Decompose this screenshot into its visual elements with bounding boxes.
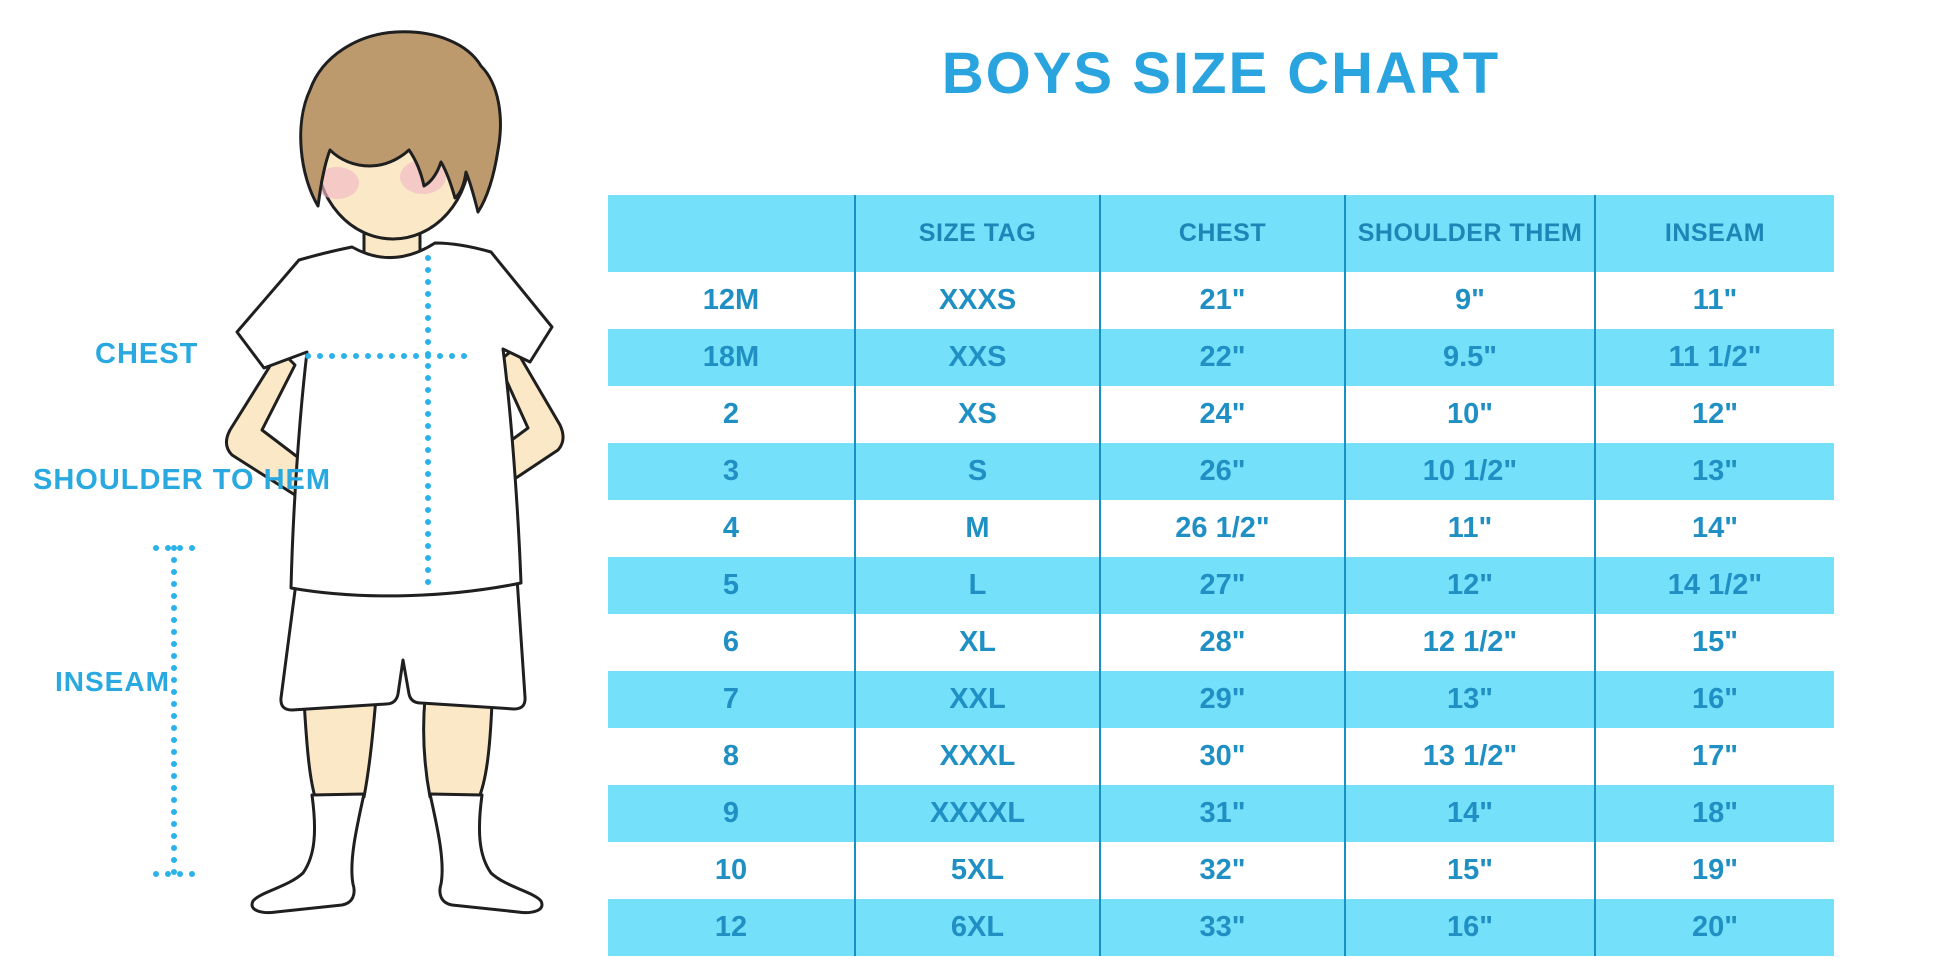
- table-row: 9 XXXXL 31" 14" 18": [608, 785, 1834, 842]
- table-cell: 26": [1099, 443, 1345, 500]
- table-cell: 9": [1344, 272, 1595, 329]
- table-cell: XXXL: [854, 728, 1100, 785]
- table-cell: 10: [714, 854, 748, 886]
- table-cell: 13": [1344, 671, 1595, 728]
- table-cell: 12: [714, 911, 748, 943]
- table-cell: 12": [1594, 386, 1834, 443]
- table-header: SIZE TAG CHEST SHOULDER THEM INSEAM: [608, 195, 1834, 272]
- column-header: INSEAM: [1594, 195, 1834, 272]
- table-cell: 17": [1594, 728, 1834, 785]
- table-header-row: SIZE TAG CHEST SHOULDER THEM INSEAM: [608, 195, 1834, 272]
- tshirt-shape: [235, 241, 554, 598]
- table-cell: 29": [1099, 671, 1345, 728]
- table-cell: 6XL: [854, 899, 1100, 956]
- table-cell: 10": [1344, 386, 1595, 443]
- table-cell: XXXS: [854, 272, 1100, 329]
- table-cell: 21": [1099, 272, 1345, 329]
- column-header: SHOULDER THEM: [1344, 195, 1595, 272]
- table-cell: 7: [722, 683, 740, 715]
- table-cell: 5: [722, 569, 740, 601]
- column-header: CHEST: [1099, 195, 1345, 272]
- table-cell: 30": [1099, 728, 1345, 785]
- table-cell: 12M: [702, 284, 760, 316]
- left-blush: [315, 167, 359, 199]
- right-leg: [422, 696, 494, 802]
- table-cell: 15": [1594, 614, 1834, 671]
- table-row: 2 XS 24" 10" 12": [608, 386, 1834, 443]
- table-row: 4 M 26 1/2" 11" 14": [608, 500, 1834, 557]
- left-sock: [250, 792, 366, 915]
- table-cell: 31": [1099, 785, 1345, 842]
- table-cell: 12": [1344, 557, 1595, 614]
- table-cell: 33": [1099, 899, 1345, 956]
- chest-label: CHEST: [95, 338, 199, 370]
- table-cell: 11 1/2": [1594, 329, 1834, 386]
- table-row: 8 XXXL 30" 13 1/2" 17": [608, 728, 1834, 785]
- measurement-figure: CHEST SHOULDER TO HEM INSEAM: [0, 0, 600, 973]
- table-body: 12M XXXS 21" 9" 11" 18M XXS 22" 9.5" 11 1/2" 2 XS 24…: [608, 272, 1834, 956]
- table-cell: XXL: [854, 671, 1100, 728]
- table-cell: 18M: [702, 341, 760, 373]
- table-cell: XXXXL: [854, 785, 1100, 842]
- table-row: 3 S 26" 10 1/2" 13": [608, 443, 1834, 500]
- page-title: BOYS SIZE CHART: [941, 41, 1501, 106]
- table-cell: 4: [722, 512, 740, 544]
- table-cell: 8: [722, 740, 740, 772]
- table-cell: 22": [1099, 329, 1345, 386]
- table-cell: XL: [854, 614, 1100, 671]
- column-header: [608, 195, 855, 272]
- table-cell: 27": [1099, 557, 1345, 614]
- inseam-label: INSEAM: [55, 666, 170, 697]
- table-cell: 2: [722, 398, 740, 430]
- table-cell: 16": [1594, 671, 1834, 728]
- table-cell: L: [854, 557, 1100, 614]
- table-row: 12M XXXS 21" 9" 11": [608, 272, 1834, 329]
- table-row: 5 L 27" 12" 14 1/2": [608, 557, 1834, 614]
- table-cell: 24": [1099, 386, 1345, 443]
- hair-shape: [299, 30, 502, 214]
- table-cell: XS: [854, 386, 1100, 443]
- size-table: SIZE TAG CHEST SHOULDER THEM INSEAM 12M XXXS…: [608, 195, 1834, 956]
- table-cell: 32": [1099, 842, 1345, 899]
- table-cell: 9.5": [1344, 329, 1595, 386]
- table-row: 10 5XL 32" 15" 19": [608, 842, 1834, 899]
- table-cell: XXS: [854, 329, 1100, 386]
- size-chart-section: BOYS SIZE CHART SIZE TAG CHEST SHOULDER TH…: [608, 0, 1834, 973]
- shoulder-to-hem-label: SHOULDER TO HEM: [33, 464, 332, 496]
- column-header: SIZE TAG: [854, 195, 1100, 272]
- table-cell: 5XL: [854, 842, 1100, 899]
- table-cell: 3: [722, 455, 740, 487]
- table-cell: M: [854, 500, 1100, 557]
- table-cell: 15": [1344, 842, 1595, 899]
- left-leg: [302, 696, 378, 802]
- table-cell: S: [854, 443, 1100, 500]
- right-sock: [428, 792, 544, 915]
- table-row: 18M XXS 22" 9.5" 11 1/2": [608, 329, 1834, 386]
- table-row: 7 XXL 29" 13" 16": [608, 671, 1834, 728]
- table-cell: 12 1/2": [1344, 614, 1595, 671]
- table-row: 12 6XL 33" 16" 20": [608, 899, 1834, 956]
- table-cell: 11": [1344, 500, 1595, 557]
- table-cell: 14": [1594, 500, 1834, 557]
- table-cell: 13 1/2": [1344, 728, 1595, 785]
- boy-illustration: [153, 30, 565, 915]
- table-cell: 19": [1594, 842, 1834, 899]
- table-cell: 26 1/2": [1099, 500, 1345, 557]
- table-cell: 11": [1594, 272, 1834, 329]
- table-cell: 28": [1099, 614, 1345, 671]
- table-cell: 16": [1344, 899, 1595, 956]
- table-cell: 14 1/2": [1594, 557, 1834, 614]
- table-cell: 6: [722, 626, 740, 658]
- table-cell: 10 1/2": [1344, 443, 1595, 500]
- left-arm: [225, 348, 314, 497]
- table-cell: 14": [1344, 785, 1595, 842]
- table-cell: 9: [722, 797, 740, 829]
- shorts-shape: [279, 576, 527, 712]
- table-row: 6 XL 28" 12 1/2" 15": [608, 614, 1834, 671]
- table-cell: 13": [1594, 443, 1834, 500]
- table-cell: 20": [1594, 899, 1834, 956]
- table-cell: 18": [1594, 785, 1834, 842]
